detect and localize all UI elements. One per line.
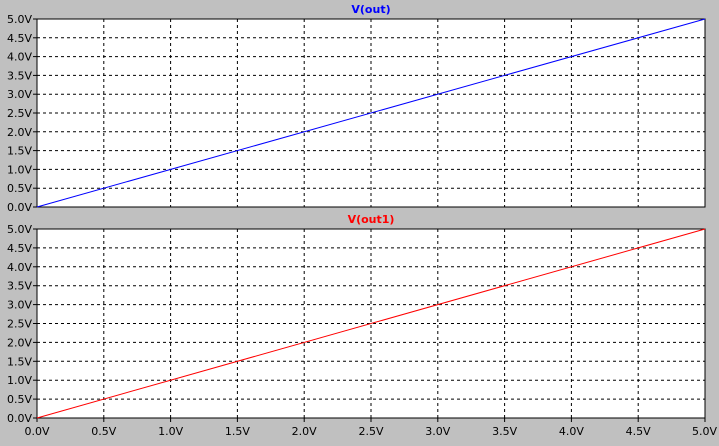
trace-title[interactable]: V(out1) bbox=[348, 213, 395, 226]
x-tick-label: 4.0V bbox=[559, 425, 584, 438]
trace-line bbox=[36, 18, 706, 208]
y-tick-label: 4.5V bbox=[7, 32, 32, 45]
y-tick-label: 2.0V bbox=[7, 126, 32, 139]
y-tick-label: 3.5V bbox=[7, 69, 32, 82]
y-tick-label: 1.5V bbox=[7, 145, 32, 158]
x-tick-label: 1.0V bbox=[158, 425, 183, 438]
x-tick-label: 4.5V bbox=[626, 425, 651, 438]
y-tick-label: 4.0V bbox=[7, 261, 32, 274]
y-tick-label: 5.0V bbox=[7, 13, 32, 26]
pane-v-out: 0.0V 0.5V 1.0V 1.5V 2.0V 2.5V 3.0V 3.5V 4.0V 4.5V… bbox=[7, 3, 706, 214]
y-tick-label: 5.0V bbox=[7, 223, 32, 236]
y-tick-label: 3.0V bbox=[7, 88, 32, 101]
x-tick-label: 5.0V bbox=[692, 425, 717, 438]
x-tick-label: 3.0V bbox=[425, 425, 450, 438]
x-tick-label: 2.5V bbox=[358, 425, 383, 438]
y-tick-label: 2.5V bbox=[7, 318, 32, 331]
trace-title[interactable]: V(out) bbox=[351, 3, 390, 16]
y-tick-label: 0.5V bbox=[7, 393, 32, 406]
trace-line bbox=[36, 228, 706, 419]
pane-v-out1: 0.0V 0.5V 1.0V 1.5V 2.0V 2.5V 3.0V 3.5V 4.0V 4.5V… bbox=[7, 213, 717, 438]
y-tick-label: 3.0V bbox=[7, 299, 32, 312]
y-tick-label: 2.5V bbox=[7, 107, 32, 120]
y-tick-label: 0.0V bbox=[7, 412, 32, 425]
y-tick-label: 2.0V bbox=[7, 336, 32, 349]
y-tick-label: 4.0V bbox=[7, 51, 32, 64]
y-tick-label: 0.5V bbox=[7, 182, 32, 195]
y-tick-label: 1.0V bbox=[7, 374, 32, 387]
x-tick-label: 1.5V bbox=[225, 425, 250, 438]
y-tick-label: 4.5V bbox=[7, 242, 32, 255]
x-tick-label: 2.0V bbox=[292, 425, 317, 438]
y-tick-label: 0.0V bbox=[7, 201, 32, 214]
y-tick-label: 1.5V bbox=[7, 355, 32, 368]
x-tick-label: 3.5V bbox=[492, 425, 517, 438]
x-tick-label: 0.0V bbox=[24, 425, 49, 438]
x-tick-label: 0.5V bbox=[91, 425, 116, 438]
y-tick-label: 3.5V bbox=[7, 280, 32, 293]
y-tick-label: 1.0V bbox=[7, 163, 32, 176]
